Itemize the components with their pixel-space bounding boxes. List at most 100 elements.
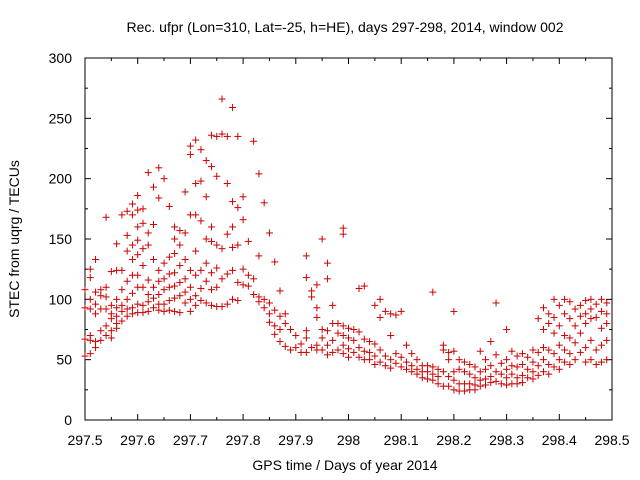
data-point: [171, 269, 179, 277]
data-point: [255, 298, 263, 306]
data-point: [339, 350, 347, 358]
data-point: [339, 332, 347, 340]
data-point: [118, 307, 126, 315]
data-point: [118, 286, 126, 294]
data-point: [118, 266, 126, 274]
data-point: [207, 301, 215, 309]
data-point: [155, 266, 163, 274]
data-point: [97, 327, 105, 335]
data-point: [582, 297, 590, 305]
data-point: [539, 356, 547, 364]
data-point: [207, 269, 215, 277]
data-point: [508, 347, 516, 355]
data-point: [260, 304, 268, 312]
plot-frame: [84, 57, 613, 421]
data-point: [113, 324, 121, 332]
data-point: [128, 256, 136, 264]
data-point: [123, 312, 131, 320]
data-point: [144, 307, 152, 315]
data-point: [181, 256, 189, 264]
data-point: [408, 362, 416, 370]
data-point: [302, 327, 310, 335]
data-point: [434, 380, 442, 388]
data-point: [482, 381, 490, 389]
data-point: [371, 360, 379, 368]
data-point: [487, 338, 495, 346]
data-point: [107, 268, 115, 276]
data-point: [455, 356, 463, 364]
data-point: [439, 368, 447, 376]
data-point: [555, 301, 563, 309]
data-point: [308, 293, 316, 301]
data-point: [323, 259, 331, 267]
data-point: [445, 373, 453, 381]
data-point: [81, 335, 89, 343]
data-point: [545, 370, 553, 378]
x-tick-label: 297.5: [67, 432, 102, 448]
y-tick-label: 250: [49, 110, 73, 126]
data-point: [81, 286, 89, 294]
x-tick-label: 298.5: [594, 432, 629, 448]
data-point: [123, 247, 131, 255]
data-point: [160, 175, 168, 183]
data-point: [234, 278, 242, 286]
data-point: [150, 183, 158, 191]
data-point: [229, 103, 237, 111]
data-point: [545, 360, 553, 368]
data-point: [255, 252, 263, 260]
data-point: [192, 292, 200, 300]
data-point: [134, 206, 142, 214]
data-point: [160, 286, 168, 294]
data-point: [134, 192, 142, 200]
data-point: [176, 278, 184, 286]
data-point: [392, 359, 400, 367]
data-point: [181, 299, 189, 307]
data-point: [218, 303, 226, 311]
data-point: [392, 311, 400, 319]
data-point: [503, 381, 511, 389]
data-point: [450, 307, 458, 315]
data-point: [408, 350, 416, 358]
data-point: [192, 301, 200, 309]
x-tick-label: 297.6: [120, 432, 155, 448]
data-point: [418, 374, 426, 382]
data-point: [297, 340, 305, 348]
data-point: [202, 259, 210, 267]
data-point: [371, 352, 379, 360]
data-point: [460, 368, 468, 376]
data-point: [355, 328, 363, 336]
data-point: [355, 284, 363, 292]
data-point: [250, 137, 258, 145]
data-point: [171, 235, 179, 243]
data-point: [503, 374, 511, 382]
data-point: [207, 286, 215, 294]
data-point: [381, 362, 389, 370]
data-point: [281, 310, 289, 318]
data-point: [466, 360, 474, 368]
data-point: [492, 299, 500, 307]
data-point: [445, 348, 453, 356]
data-point: [97, 336, 105, 344]
chart-title: Rec. ufpr (Lon=310, Lat=-25, h=HE), days…: [126, 19, 563, 35]
data-point: [86, 350, 94, 358]
data-point: [229, 295, 237, 303]
data-point: [381, 352, 389, 360]
data-point: [460, 387, 468, 395]
data-point: [587, 295, 595, 303]
data-point: [487, 362, 495, 370]
data-point: [181, 275, 189, 283]
y-tick-label: 0: [64, 412, 72, 428]
data-point: [323, 275, 331, 283]
data-point: [223, 179, 231, 187]
data-point: [118, 211, 126, 219]
data-point: [97, 292, 105, 300]
data-point: [229, 266, 237, 274]
data-point: [571, 305, 579, 313]
data-point: [234, 204, 242, 212]
data-point: [150, 256, 158, 264]
data-point: [513, 380, 521, 388]
data-point: [513, 352, 521, 360]
data-point: [144, 229, 152, 237]
data-point: [113, 295, 121, 303]
data-point: [429, 370, 437, 378]
